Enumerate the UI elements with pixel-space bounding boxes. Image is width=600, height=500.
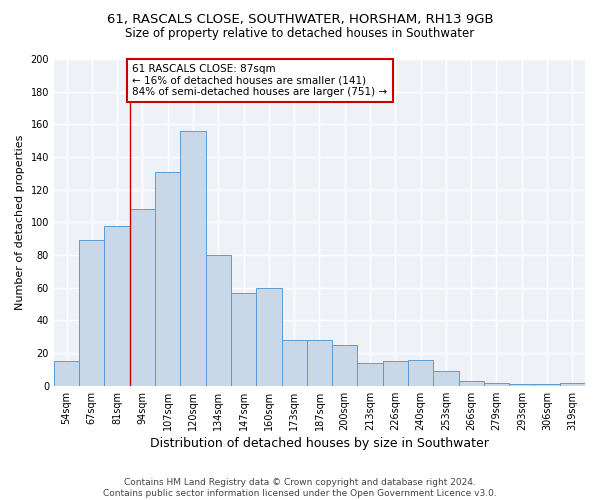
Bar — [181, 131, 206, 386]
Bar — [433, 371, 458, 386]
Text: Contains HM Land Registry data © Crown copyright and database right 2024.
Contai: Contains HM Land Registry data © Crown c… — [103, 478, 497, 498]
Bar — [560, 382, 585, 386]
Bar — [155, 172, 181, 386]
Bar — [408, 360, 433, 386]
Bar — [206, 255, 231, 386]
Bar — [130, 210, 155, 386]
Bar — [484, 382, 509, 386]
Bar — [509, 384, 535, 386]
Bar — [231, 292, 256, 386]
Bar — [535, 384, 560, 386]
Bar — [281, 340, 307, 386]
X-axis label: Distribution of detached houses by size in Southwater: Distribution of detached houses by size … — [150, 437, 489, 450]
Bar — [104, 226, 130, 386]
Bar — [458, 381, 484, 386]
Y-axis label: Number of detached properties: Number of detached properties — [15, 134, 25, 310]
Bar — [54, 362, 79, 386]
Bar — [358, 363, 383, 386]
Text: 61 RASCALS CLOSE: 87sqm
← 16% of detached houses are smaller (141)
84% of semi-d: 61 RASCALS CLOSE: 87sqm ← 16% of detache… — [133, 64, 388, 97]
Bar — [307, 340, 332, 386]
Bar — [332, 345, 358, 386]
Text: Size of property relative to detached houses in Southwater: Size of property relative to detached ho… — [125, 28, 475, 40]
Bar — [256, 288, 281, 386]
Text: 61, RASCALS CLOSE, SOUTHWATER, HORSHAM, RH13 9GB: 61, RASCALS CLOSE, SOUTHWATER, HORSHAM, … — [107, 12, 493, 26]
Bar — [79, 240, 104, 386]
Bar — [383, 362, 408, 386]
